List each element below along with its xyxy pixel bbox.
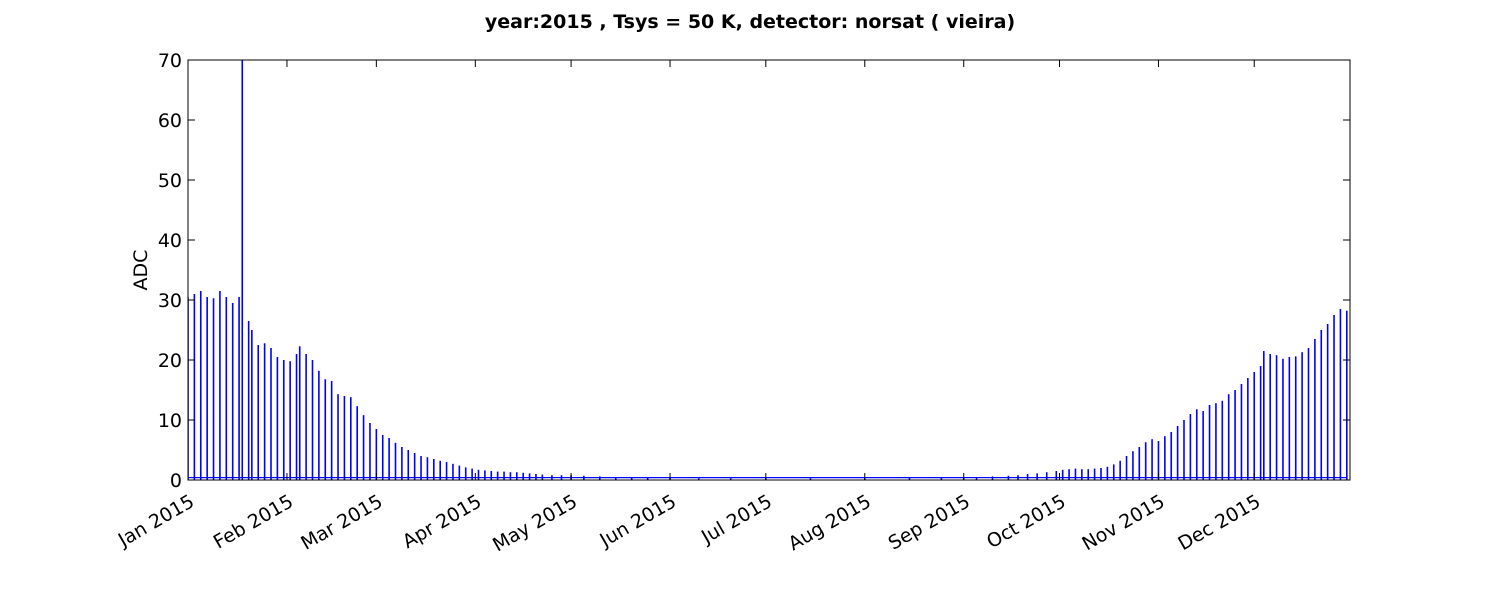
plot-area: [188, 60, 1348, 480]
chart-title: year:2015 , Tsys = 50 K, detector: norsa…: [485, 11, 1015, 33]
x-tick-label: Aug 2015: [785, 490, 875, 555]
y-axis-label: ADC: [130, 250, 152, 291]
x-tick-label: Nov 2015: [1078, 490, 1168, 555]
x-tick-label: Oct 2015: [983, 490, 1070, 553]
x-tick-label: Jul 2015: [697, 490, 776, 548]
y-tick-label: 70: [158, 50, 182, 72]
y-tick-label: 40: [158, 230, 182, 252]
x-tick-label: Jan 2015: [114, 490, 198, 551]
x-tick-label: Dec 2015: [1174, 490, 1264, 555]
x-tick-label: Mar 2015: [297, 490, 386, 554]
y-tick-label: 20: [158, 350, 182, 372]
y-tick-label: 50: [158, 170, 182, 192]
y-tick-label: 0: [170, 470, 182, 492]
x-tick-label: May 2015: [489, 490, 581, 556]
x-tick-label: Jun 2015: [595, 490, 680, 552]
y-tick-label: 60: [158, 110, 182, 132]
x-tick-label: Feb 2015: [210, 490, 297, 553]
y-tick-label: 10: [158, 410, 182, 432]
y-tick-label: 30: [158, 290, 182, 312]
x-tick-label: Apr 2015: [399, 490, 486, 553]
series-group: [188, 60, 1348, 480]
plot-frame: [187, 59, 1351, 481]
x-tick-label: Sep 2015: [885, 490, 974, 554]
